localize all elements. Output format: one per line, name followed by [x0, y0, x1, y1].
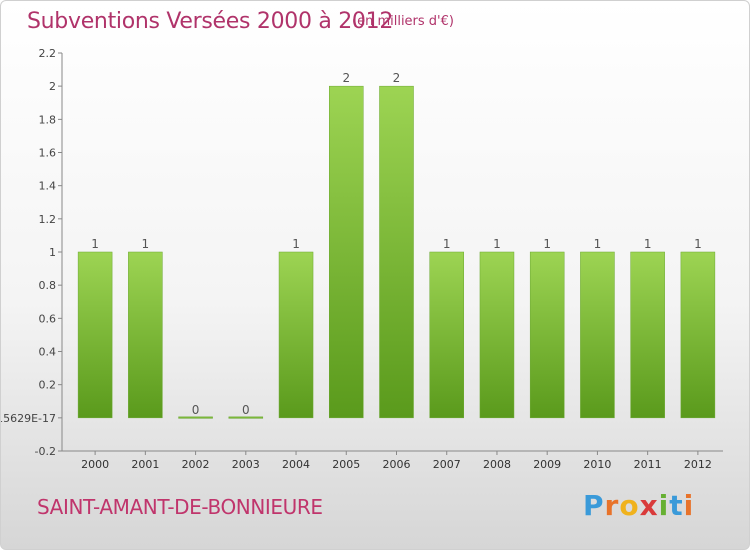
x-tick-label: 2011 — [634, 458, 662, 471]
x-tick-label: 2005 — [332, 458, 360, 471]
logo-letter: x — [639, 489, 659, 522]
logo-letter: P — [583, 489, 605, 522]
x-tick-label: 2006 — [383, 458, 411, 471]
bar — [580, 251, 615, 419]
bar-value-label: 1 — [594, 237, 602, 251]
y-tick-label: 2.2 — [39, 47, 57, 60]
x-tick-label: 2010 — [583, 458, 611, 471]
bar — [379, 85, 414, 419]
bar-value-label: 2 — [393, 71, 401, 85]
x-tick-label: 2003 — [232, 458, 260, 471]
bar — [329, 85, 364, 419]
logo-letter: i — [683, 489, 695, 522]
bar — [178, 416, 213, 419]
y-tick-label: 1.2 — [39, 213, 57, 226]
x-tick-label: 2000 — [81, 458, 109, 471]
x-tick-label: 2008 — [483, 458, 511, 471]
bar — [128, 251, 163, 419]
x-tick-label: 2007 — [433, 458, 461, 471]
logo-letter: o — [619, 489, 640, 522]
bar-value-label: 1 — [443, 237, 451, 251]
bar — [228, 416, 264, 419]
x-tick-label: 2009 — [533, 458, 561, 471]
y-tick-label: 0.8 — [39, 279, 57, 292]
bar — [630, 251, 665, 419]
y-tick-label: 1.4 — [39, 180, 57, 193]
x-tick-label: 2012 — [684, 458, 712, 471]
y-tick-label: 1.6 — [39, 147, 57, 160]
bar-value-label: 0 — [192, 403, 200, 417]
bar — [529, 251, 565, 419]
bar — [680, 251, 716, 419]
logo-letter: r — [604, 489, 620, 522]
bar-value-label: 1 — [292, 237, 300, 251]
x-tick-label: 2004 — [282, 458, 310, 471]
x-tick-label: 2002 — [182, 458, 210, 471]
bar-value-label: 1 — [694, 237, 702, 251]
y-tick-label: 1 — [49, 246, 56, 259]
y-tick-label: 2 — [49, 80, 56, 93]
bar — [429, 251, 464, 419]
chart-title: Subventions Versées 2000 à 2012 — [27, 9, 394, 34]
y-tick-label: -0.2 — [35, 445, 56, 458]
bar-value-label: 0 — [242, 403, 250, 417]
bar — [77, 251, 113, 419]
y-tick-label: 0.4 — [39, 346, 57, 359]
commune-name: SAINT-AMANT-DE-BONNIEURE — [37, 495, 323, 519]
logo-letter: t — [669, 489, 684, 522]
bar-value-label: 1 — [543, 237, 551, 251]
chart-unit: (en milliers d'€) — [352, 14, 454, 29]
bar — [278, 251, 314, 419]
bar-value-label: 1 — [644, 237, 652, 251]
bar-value-label: 1 — [142, 237, 150, 251]
logo-letter: i — [658, 489, 670, 522]
proxiti-logo: Proxiti — [583, 489, 694, 522]
y-tick-label: 1.8 — [39, 113, 57, 126]
x-tick-label: 2001 — [131, 458, 159, 471]
y-tick-label: 0.2 — [39, 379, 57, 392]
bar — [479, 251, 515, 419]
y-tick-label: 0.6 — [39, 312, 57, 325]
bar-value-label: 1 — [91, 237, 99, 251]
bar-value-label: 2 — [342, 71, 350, 85]
y-tick-label: 5.55111515629E-17 — [1, 412, 56, 425]
bar-value-label: 1 — [493, 237, 501, 251]
